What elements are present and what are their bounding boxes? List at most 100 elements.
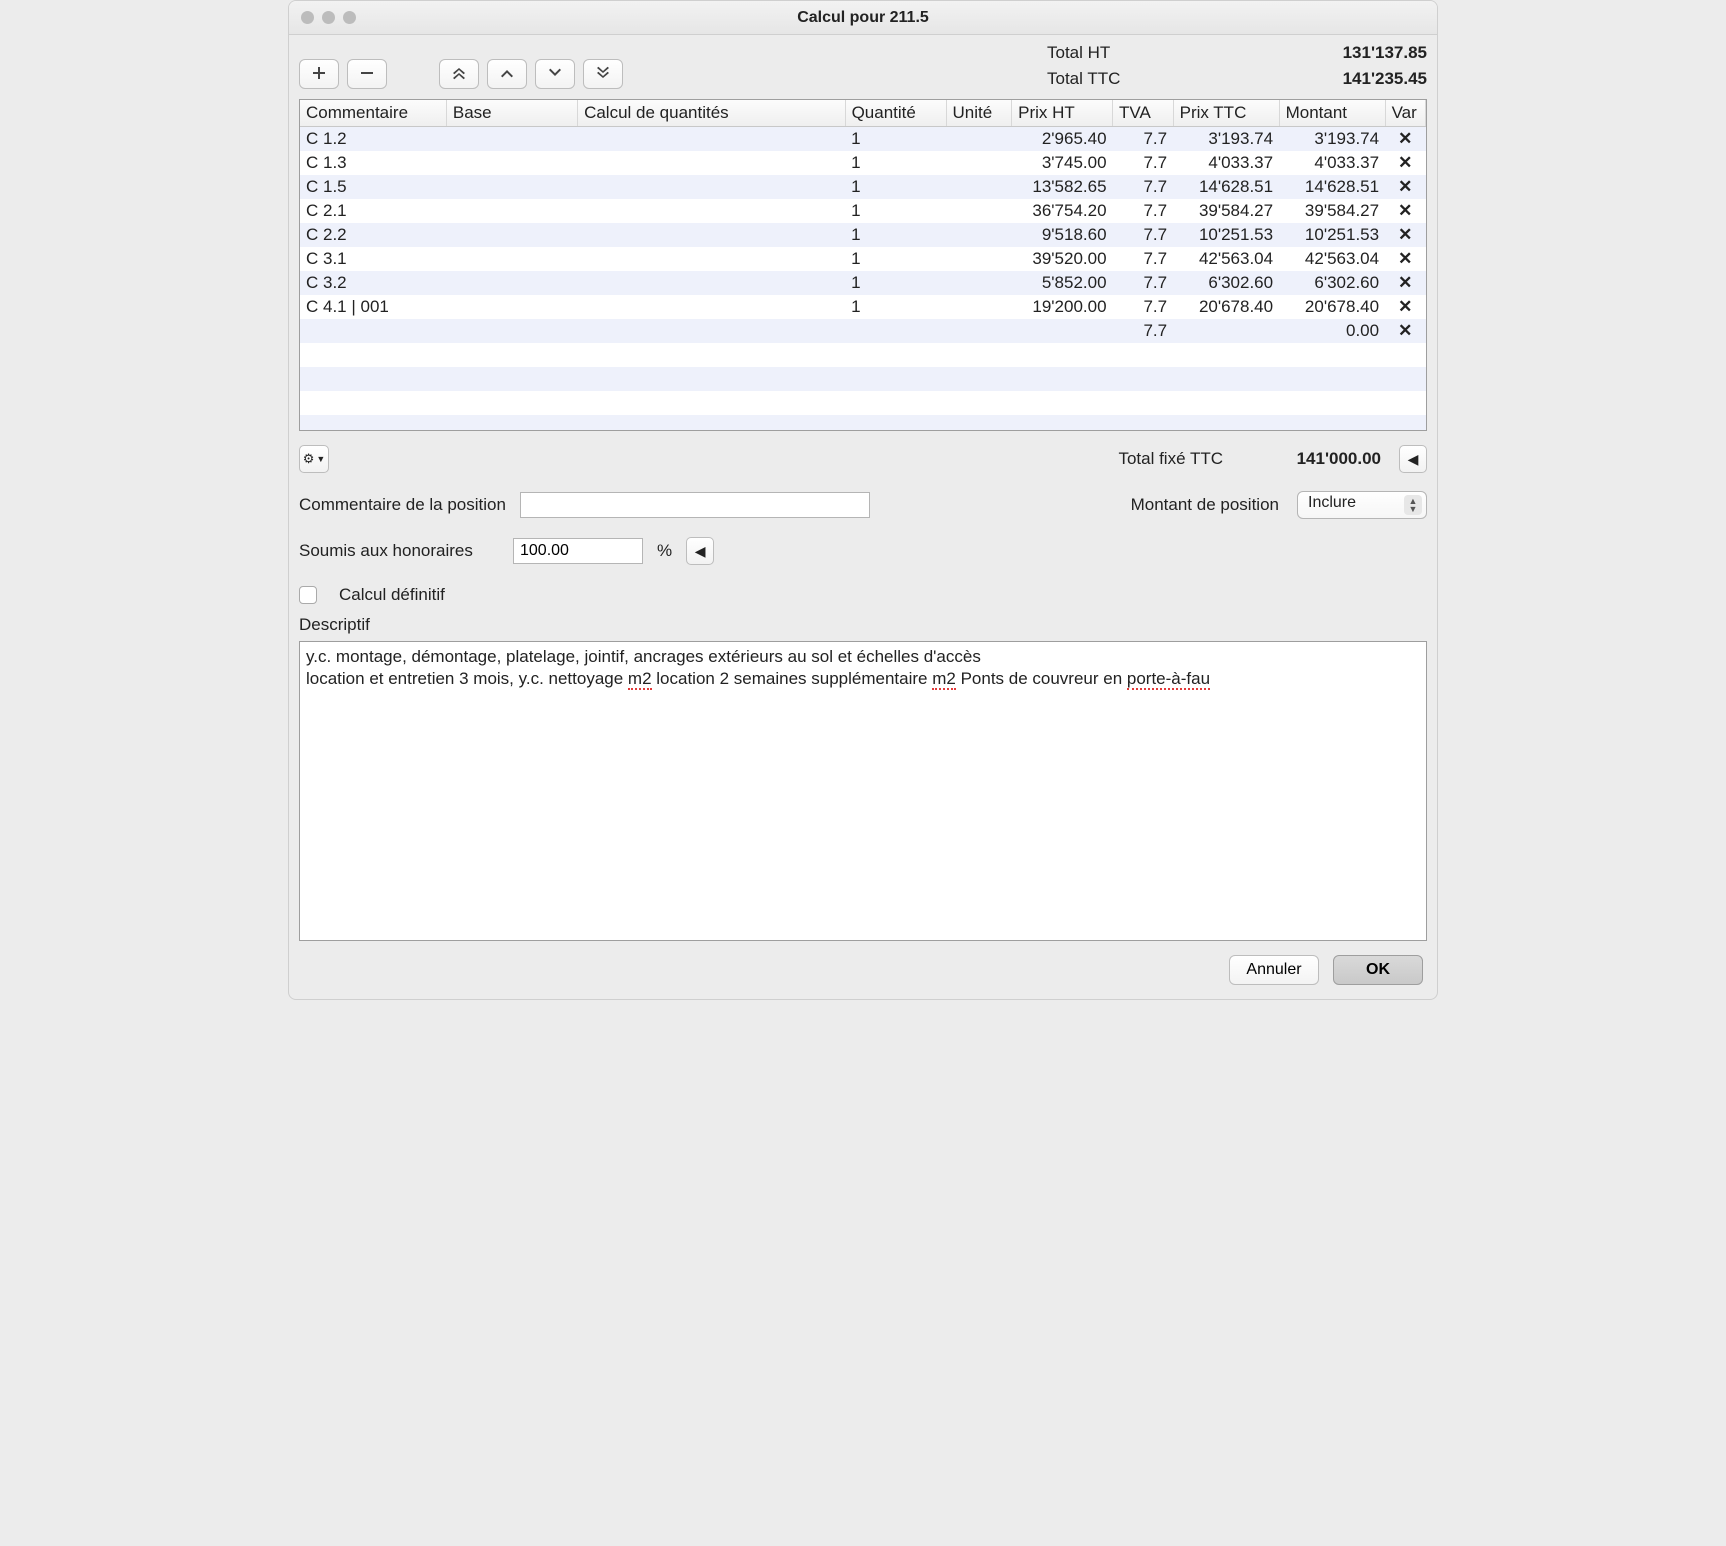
cell-unite[interactable] — [946, 151, 1012, 175]
cell-var[interactable]: ✕ — [1385, 175, 1425, 199]
table-row[interactable]: C 2.219'518.607.710'251.5310'251.53✕ — [300, 223, 1426, 247]
cell-var[interactable]: ✕ — [1385, 271, 1425, 295]
cell-prix-ttc[interactable] — [1173, 319, 1279, 343]
cell-montant[interactable]: 4'033.37 — [1279, 151, 1385, 175]
cell-tva[interactable]: 7.7 — [1113, 319, 1174, 343]
move-up-button[interactable] — [487, 59, 527, 89]
table-row[interactable]: 7.7 0.00✕ — [300, 319, 1426, 343]
cell-unite[interactable] — [946, 271, 1012, 295]
cell-base[interactable] — [446, 319, 577, 343]
table-row[interactable] — [300, 391, 1426, 415]
cell-qte[interactable]: 1 — [845, 151, 946, 175]
cell-qte[interactable]: 1 — [845, 223, 946, 247]
table-row[interactable] — [300, 367, 1426, 391]
cell-base[interactable] — [446, 175, 577, 199]
cell-commentaire[interactable]: C 2.1 — [300, 199, 446, 223]
cell-prix-ttc[interactable]: 3'193.74 — [1173, 127, 1279, 152]
cell-var[interactable]: ✕ — [1385, 247, 1425, 271]
cell-base[interactable] — [446, 295, 577, 319]
cell-montant[interactable]: 0.00 — [1279, 319, 1385, 343]
cancel-button[interactable]: Annuler — [1229, 955, 1319, 985]
move-top-button[interactable] — [439, 59, 479, 89]
cell-prix-ttc[interactable]: 14'628.51 — [1173, 175, 1279, 199]
cell-montant[interactable]: 42'563.04 — [1279, 247, 1385, 271]
cell-base[interactable] — [446, 127, 577, 152]
cell-calc[interactable] — [578, 295, 845, 319]
cell-unite[interactable] — [946, 175, 1012, 199]
cell-unite[interactable] — [946, 199, 1012, 223]
cell-commentaire[interactable]: C 4.1 | 001 — [300, 295, 446, 319]
cell-calc[interactable] — [578, 175, 845, 199]
cell-prix-ht[interactable]: 19'200.00 — [1012, 295, 1113, 319]
cell-commentaire[interactable]: C 1.2 — [300, 127, 446, 152]
col-prix-ht[interactable]: Prix HT — [1012, 100, 1113, 127]
cell-base[interactable] — [446, 271, 577, 295]
position-amount-select[interactable]: Inclure ▲▼ — [1297, 491, 1427, 519]
cell-prix-ht[interactable]: 39'520.00 — [1012, 247, 1113, 271]
cell-qte[interactable]: 1 — [845, 175, 946, 199]
cell-prix-ht[interactable]: 2'965.40 — [1012, 127, 1113, 152]
cell-tva[interactable]: 7.7 — [1113, 175, 1174, 199]
cell-unite[interactable] — [946, 247, 1012, 271]
cell-qte[interactable]: 1 — [845, 127, 946, 152]
cell-var[interactable]: ✕ — [1385, 319, 1425, 343]
cell-commentaire[interactable]: C 3.1 — [300, 247, 446, 271]
col-prix-ttc[interactable]: Prix TTC — [1173, 100, 1279, 127]
lines-table[interactable]: Commentaire Base Calcul de quantités Qua… — [300, 100, 1426, 431]
cell-tva[interactable]: 7.7 — [1113, 199, 1174, 223]
col-tva[interactable]: TVA — [1113, 100, 1174, 127]
cell-prix-ht[interactable]: 13'582.65 — [1012, 175, 1113, 199]
descriptif-textarea[interactable]: y.c. montage, démontage, platelage, join… — [299, 641, 1427, 941]
cell-calc[interactable] — [578, 127, 845, 152]
col-commentaire[interactable]: Commentaire — [300, 100, 446, 127]
table-row[interactable] — [300, 343, 1426, 367]
cell-prix-ttc[interactable]: 39'584.27 — [1173, 199, 1279, 223]
table-row[interactable]: C 2.1136'754.207.739'584.2739'584.27✕ — [300, 199, 1426, 223]
cell-prix-ht[interactable]: 36'754.20 — [1012, 199, 1113, 223]
cell-prix-ttc[interactable]: 42'563.04 — [1173, 247, 1279, 271]
cell-montant[interactable]: 3'193.74 — [1279, 127, 1385, 152]
move-bottom-button[interactable] — [583, 59, 623, 89]
table-row[interactable]: C 1.212'965.407.73'193.743'193.74✕ — [300, 127, 1426, 152]
cell-montant[interactable]: 39'584.27 — [1279, 199, 1385, 223]
cell-calc[interactable] — [578, 271, 845, 295]
cell-prix-ttc[interactable]: 10'251.53 — [1173, 223, 1279, 247]
position-comment-input[interactable] — [520, 492, 870, 518]
table-row[interactable]: C 4.1 | 001119'200.007.720'678.4020'678.… — [300, 295, 1426, 319]
col-base[interactable]: Base — [446, 100, 577, 127]
cell-base[interactable] — [446, 223, 577, 247]
honoraires-input[interactable] — [513, 538, 643, 564]
cell-prix-ht[interactable]: 3'745.00 — [1012, 151, 1113, 175]
cell-calc[interactable] — [578, 199, 845, 223]
cell-montant[interactable]: 10'251.53 — [1279, 223, 1385, 247]
honoraires-step-button[interactable]: ◀ — [686, 537, 714, 565]
table-row[interactable]: C 3.1139'520.007.742'563.0442'563.04✕ — [300, 247, 1426, 271]
cell-var[interactable]: ✕ — [1385, 199, 1425, 223]
cell-calc[interactable] — [578, 151, 845, 175]
col-quantite[interactable]: Quantité — [845, 100, 946, 127]
cell-calc[interactable] — [578, 319, 845, 343]
ok-button[interactable]: OK — [1333, 955, 1423, 985]
col-calc[interactable]: Calcul de quantités — [578, 100, 845, 127]
cell-commentaire[interactable]: C 3.2 — [300, 271, 446, 295]
cell-montant[interactable]: 20'678.40 — [1279, 295, 1385, 319]
cell-unite[interactable] — [946, 295, 1012, 319]
cell-calc[interactable] — [578, 223, 845, 247]
col-var[interactable]: Var — [1385, 100, 1425, 127]
table-row[interactable]: C 1.313'745.007.74'033.374'033.37✕ — [300, 151, 1426, 175]
cell-prix-ttc[interactable]: 6'302.60 — [1173, 271, 1279, 295]
cell-commentaire[interactable]: C 2.2 — [300, 223, 446, 247]
cell-montant[interactable]: 14'628.51 — [1279, 175, 1385, 199]
cell-montant[interactable]: 6'302.60 — [1279, 271, 1385, 295]
calcul-definitif-checkbox[interactable] — [299, 586, 317, 604]
move-down-button[interactable] — [535, 59, 575, 89]
traffic-max-icon[interactable] — [343, 11, 356, 24]
cell-qte[interactable]: 1 — [845, 271, 946, 295]
cell-var[interactable]: ✕ — [1385, 295, 1425, 319]
cell-var[interactable]: ✕ — [1385, 127, 1425, 152]
traffic-close-icon[interactable] — [301, 11, 314, 24]
cell-tva[interactable]: 7.7 — [1113, 295, 1174, 319]
cell-qte[interactable]: 1 — [845, 199, 946, 223]
cell-prix-ht[interactable] — [1012, 319, 1113, 343]
table-row[interactable]: C 3.215'852.007.76'302.606'302.60✕ — [300, 271, 1426, 295]
